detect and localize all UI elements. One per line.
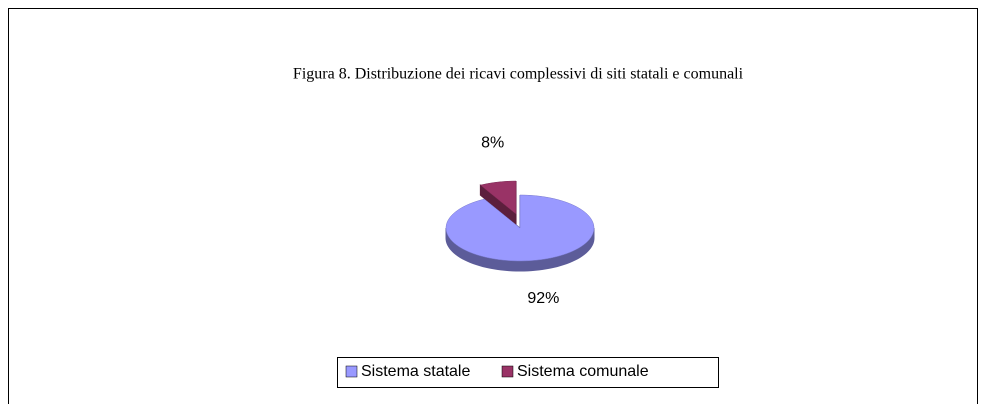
chart-title: Figura 8. Distribuzione dei ricavi compl… [293, 66, 744, 83]
legend-label: Sistema statale [361, 363, 470, 380]
legend-box [337, 357, 719, 388]
legend-swatch [501, 365, 514, 378]
legend-swatch [345, 365, 358, 378]
data-label: 92% [527, 290, 559, 307]
slice [445, 194, 595, 262]
legend-label: Sistema comunale [517, 363, 649, 380]
data-label: 8% [481, 135, 504, 152]
slice [479, 180, 517, 215]
